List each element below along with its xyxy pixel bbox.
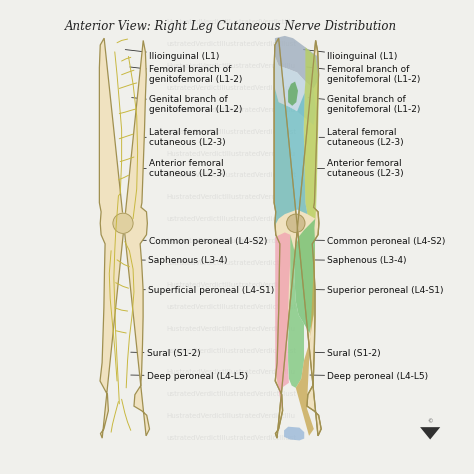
Text: ustratedVerdictIllustratedVerdictIllust: ustratedVerdictIllustratedVerdictIllust bbox=[166, 435, 296, 441]
Polygon shape bbox=[288, 235, 304, 388]
Text: HustratedVerdictIllustratedVerdictIllu: HustratedVerdictIllustratedVerdictIllu bbox=[167, 282, 296, 288]
Polygon shape bbox=[275, 89, 308, 226]
Text: Anterior femoral
cutaneous (L2-3): Anterior femoral cutaneous (L2-3) bbox=[317, 159, 404, 178]
Text: Sural (S1-2): Sural (S1-2) bbox=[310, 349, 381, 358]
Text: Superior peroneal (L4-S1): Superior peroneal (L4-S1) bbox=[315, 286, 444, 295]
Text: Lateral femoral
cutaneous (L2-3): Lateral femoral cutaneous (L2-3) bbox=[142, 128, 226, 147]
Text: HustratedVerdictIllustratedVerdictIllu: HustratedVerdictIllustratedVerdictIllu bbox=[167, 238, 296, 244]
Polygon shape bbox=[296, 242, 315, 436]
Polygon shape bbox=[275, 56, 316, 125]
Text: HustratedVerdictIllustratedVerdictIllu: HustratedVerdictIllustratedVerdictIllu bbox=[167, 194, 296, 201]
Polygon shape bbox=[304, 47, 319, 221]
Polygon shape bbox=[284, 427, 304, 440]
Text: HustratedVerdictIllustratedVerdictIllu: HustratedVerdictIllustratedVerdictIllu bbox=[167, 151, 296, 156]
Text: ustratedVerdictIllustratedVerdictIllust: ustratedVerdictIllustratedVerdictIllust bbox=[166, 304, 296, 310]
Text: Femoral branch of
genitofemoral (L1-2): Femoral branch of genitofemoral (L1-2) bbox=[307, 65, 421, 84]
Text: Genital branch of
genitofemoral (L1-2): Genital branch of genitofemoral (L1-2) bbox=[132, 95, 242, 114]
Polygon shape bbox=[274, 38, 321, 438]
Text: ustratedVerdictIllustratedVerdictIllust: ustratedVerdictIllustratedVerdictIllust bbox=[166, 392, 296, 397]
Text: ustratedVerdictIllustratedVerdictIllust: ustratedVerdictIllustratedVerdictIllust bbox=[166, 347, 296, 354]
Polygon shape bbox=[288, 82, 298, 106]
Polygon shape bbox=[420, 427, 440, 439]
Text: Genital branch of
genitofemoral (L1-2): Genital branch of genitofemoral (L1-2) bbox=[308, 95, 421, 114]
Polygon shape bbox=[275, 232, 290, 409]
Polygon shape bbox=[275, 36, 319, 89]
Circle shape bbox=[287, 214, 305, 232]
Text: Anterior View: Right Leg Cutaneous Nerve Distribution: Anterior View: Right Leg Cutaneous Nerve… bbox=[65, 20, 397, 33]
Text: Saphenous (L3-4): Saphenous (L3-4) bbox=[308, 256, 407, 265]
Polygon shape bbox=[294, 219, 315, 333]
Text: Common peroneal (L4-S2): Common peroneal (L4-S2) bbox=[315, 237, 446, 246]
Text: HustratedVerdictIllustratedVerdictIllu: HustratedVerdictIllustratedVerdictIllu bbox=[167, 326, 296, 332]
Text: ustratedVerdictIllustratedVerdictIllust: ustratedVerdictIllustratedVerdictIllust bbox=[166, 260, 296, 266]
Text: Anterior femoral
cutaneous (L2-3): Anterior femoral cutaneous (L2-3) bbox=[140, 159, 226, 178]
Text: Ilioinguinal (L1): Ilioinguinal (L1) bbox=[125, 50, 219, 61]
Polygon shape bbox=[100, 38, 149, 438]
Text: Superficial peroneal (L4-S1): Superficial peroneal (L4-S1) bbox=[138, 286, 274, 295]
Text: Deep peroneal (L4-L5): Deep peroneal (L4-L5) bbox=[131, 372, 248, 381]
Text: HustratedVerdictIllustratedVerdictIllu: HustratedVerdictIllustratedVerdictIllu bbox=[167, 413, 296, 419]
Text: ustratedVerdictIllustratedVerdictIllust: ustratedVerdictIllustratedVerdictIllust bbox=[166, 41, 296, 47]
Text: HustratedVerdictIllustratedVerdictIllu: HustratedVerdictIllustratedVerdictIllu bbox=[167, 63, 296, 69]
Circle shape bbox=[113, 213, 133, 233]
Text: ustratedVerdictIllustratedVerdictIllust: ustratedVerdictIllustratedVerdictIllust bbox=[166, 85, 296, 91]
Text: HustratedVerdictIllustratedVerdictIllu: HustratedVerdictIllustratedVerdictIllu bbox=[167, 19, 296, 25]
Text: Sural (S1-2): Sural (S1-2) bbox=[131, 349, 201, 358]
Text: HustratedVerdictIllustratedVerdictIllu: HustratedVerdictIllustratedVerdictIllu bbox=[167, 369, 296, 375]
Text: ©: © bbox=[428, 419, 433, 424]
Text: HustratedVerdictIllustratedVerdictIllu: HustratedVerdictIllustratedVerdictIllu bbox=[167, 107, 296, 113]
Text: Lateral femoral
cutaneous (L2-3): Lateral femoral cutaneous (L2-3) bbox=[319, 128, 404, 147]
Text: ustratedVerdictIllustratedVerdictIllust: ustratedVerdictIllustratedVerdictIllust bbox=[166, 216, 296, 222]
Text: Femoral branch of
genitofemoral (L1-2): Femoral branch of genitofemoral (L1-2) bbox=[130, 65, 242, 84]
Text: Ilioinguinal (L1): Ilioinguinal (L1) bbox=[303, 50, 398, 61]
Text: Common peroneal (L4-S2): Common peroneal (L4-S2) bbox=[138, 237, 267, 246]
Text: ustratedVerdictIllustratedVerdictIllust: ustratedVerdictIllustratedVerdictIllust bbox=[166, 128, 296, 135]
Text: Saphenous (L3-4): Saphenous (L3-4) bbox=[130, 256, 228, 265]
Text: ustratedVerdictIllustratedVerdictIllust: ustratedVerdictIllustratedVerdictIllust bbox=[166, 173, 296, 178]
Text: Deep peroneal (L4-L5): Deep peroneal (L4-L5) bbox=[310, 372, 428, 381]
